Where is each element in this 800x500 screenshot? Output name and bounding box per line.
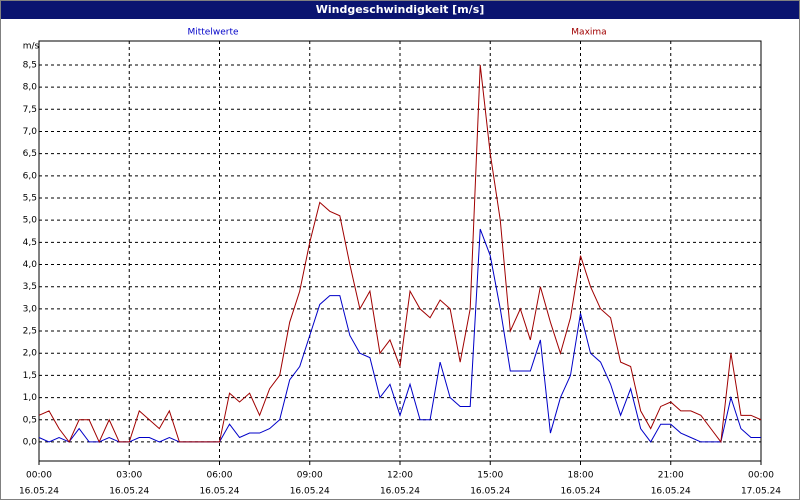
y-tick-label: 1,5 — [23, 371, 37, 381]
x-tick-label: 09:00 — [297, 471, 323, 481]
y-tick-label: 5,0 — [23, 216, 38, 226]
y-tick-label: 2,0 — [23, 349, 38, 359]
y-tick-label: 4,5 — [23, 238, 37, 248]
y-tick-label: 6,5 — [23, 149, 37, 159]
x-tick-date: 16.05.24 — [651, 487, 691, 497]
x-tick-date: 16.05.24 — [470, 487, 510, 497]
x-tick-label: 00:00 — [748, 471, 774, 481]
y-tick-label: 4,0 — [23, 260, 38, 270]
x-tick-label: 15:00 — [477, 471, 503, 481]
x-tick-date: 16.05.24 — [560, 487, 600, 497]
x-tick-label: 21:00 — [658, 471, 684, 481]
data-line — [38, 64, 762, 444]
x-tick-date: 16.05.24 — [290, 487, 330, 497]
x-tick-label: 12:00 — [387, 471, 413, 481]
y-tick-label: 0,0 — [23, 437, 38, 447]
legend-label: Maxima — [571, 28, 606, 38]
x-tick-label: 06:00 — [207, 471, 233, 481]
y-tick-label: 2,5 — [23, 327, 37, 337]
x-tick-label: 00:00 — [26, 471, 52, 481]
y-tick-label: 8,5 — [23, 60, 37, 70]
y-tick-label: 7,0 — [23, 127, 38, 137]
x-tick-label: 03:00 — [116, 471, 142, 481]
y-tick-label: 5,5 — [23, 194, 37, 204]
y-tick-label: 7,5 — [23, 105, 37, 115]
x-tick-date: 17.05.24 — [741, 487, 781, 497]
y-tick-label: 0,5 — [23, 415, 37, 425]
x-tick-date: 16.05.24 — [199, 487, 239, 497]
y-tick-label: 6,0 — [23, 171, 38, 181]
x-tick-date: 16.05.24 — [109, 487, 149, 497]
x-tick-date: 16.05.24 — [19, 487, 59, 497]
y-tick-label: 3,0 — [23, 304, 38, 314]
x-tick-date: 16.05.24 — [380, 487, 420, 497]
y-tick-label: 1,0 — [23, 393, 38, 403]
chart-title: Windgeschwindigkeit [m/s] — [1, 1, 799, 19]
y-tick-label: 3,5 — [23, 282, 37, 292]
y-axis-label: m/s — [23, 42, 40, 52]
y-tick-label: 8,0 — [23, 83, 38, 93]
legend-label: Mittelwerte — [187, 28, 238, 38]
data-line — [38, 228, 761, 443]
chart: m/s 0,0 0,5 1,0 1,5 2,0 2,5 3,0 3,5 4,0 4,5 5,0 5,5… — [19, 28, 781, 497]
x-tick-label: 18:00 — [568, 471, 594, 481]
